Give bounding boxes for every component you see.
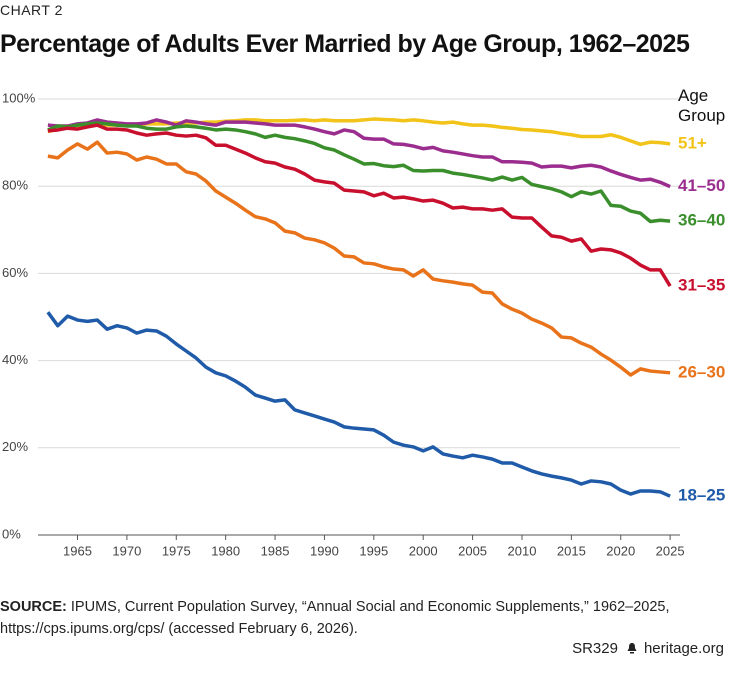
y-tick-label: 100% <box>2 90 36 105</box>
report-code: SR329 <box>572 640 618 657</box>
y-tick-label: 80% <box>2 178 28 193</box>
series-line <box>47 121 671 224</box>
x-tick-label: 2015 <box>557 543 586 558</box>
bell-icon <box>627 643 637 654</box>
chart-kicker: CHART 2 <box>0 2 63 18</box>
source-note: SOURCE: IPUMS, Current Population Survey… <box>0 596 700 640</box>
chart-title: Percentage of Adults Ever Married by Age… <box>0 30 690 58</box>
series-line <box>47 123 672 287</box>
source-label: SOURCE: <box>0 599 67 615</box>
site-name: heritage.org <box>643 640 724 657</box>
x-tick-label: 2010 <box>508 543 537 558</box>
legend-label: 51+ <box>678 133 707 152</box>
x-tick-label: 2020 <box>606 543 635 558</box>
y-tick-label: 60% <box>2 265 28 280</box>
series-line <box>46 311 671 498</box>
legend-label: 41–50 <box>678 176 725 195</box>
y-tick-label: 40% <box>2 352 28 367</box>
y-tick-label: 20% <box>2 439 28 454</box>
y-tick-label: 0% <box>2 526 21 541</box>
legend-label: 31–35 <box>678 276 725 295</box>
x-tick-label: 1970 <box>112 543 141 558</box>
x-tick-label: 2000 <box>409 543 438 558</box>
x-tick-label: 1985 <box>261 543 290 558</box>
legend-label: 18–25 <box>678 486 725 505</box>
x-tick-label: 1990 <box>310 543 339 558</box>
x-tick-label: 1995 <box>359 543 388 558</box>
series-line <box>47 118 671 189</box>
x-tick-label: 2025 <box>656 543 685 558</box>
x-tick-label: 1965 <box>63 543 92 558</box>
legend-label: 36–40 <box>678 211 725 230</box>
series-line <box>47 117 671 147</box>
series-line <box>47 140 671 377</box>
legend-title: Age Group <box>678 86 726 125</box>
source-text: IPUMS, Current Population Survey, “Annua… <box>0 599 670 637</box>
x-tick-label: 1980 <box>211 543 240 558</box>
x-tick-label: 2005 <box>458 543 487 558</box>
legend-label: 26–30 <box>678 362 725 381</box>
x-tick-label: 1975 <box>162 543 191 558</box>
footer: SR329 heritage.org <box>572 640 724 657</box>
